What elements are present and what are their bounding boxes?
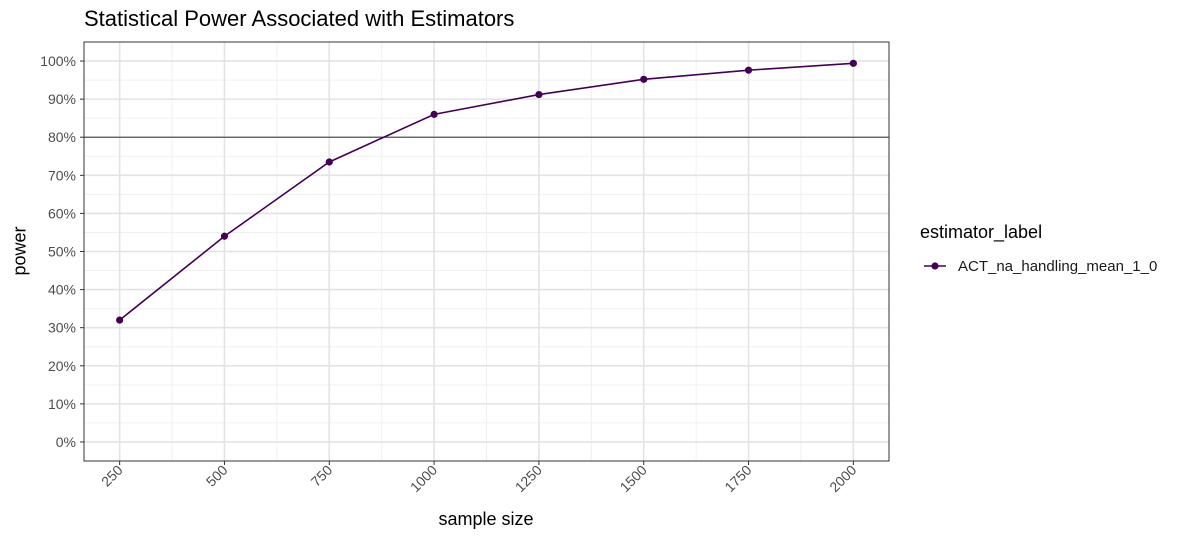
y-tick-label: 80% [48,129,76,145]
y-tick-label: 0% [56,434,76,450]
data-point [849,59,857,67]
y-tick-label: 10% [48,396,76,412]
x-tick-label: 1500 [617,462,650,495]
x-tick-label: 1750 [721,462,754,495]
data-point [640,75,648,83]
y-tick-label: 70% [48,167,76,183]
y-axis-title: power [9,226,30,276]
data-point [535,90,543,99]
y-tick-label: 30% [48,320,76,336]
x-tick-label: 1000 [407,462,440,495]
data-point [430,110,438,118]
y-tick-label: 60% [48,205,76,221]
legend-key-point [931,262,939,270]
x-axis-ticks: 250 500 750 1000 1250 1500 1750 2000 [98,461,860,495]
minor-gridlines [84,42,889,461]
x-tick-label: 1250 [512,462,545,495]
y-axis-ticks: 0% 10% 20% 30% 40% 50% 60% 70% 80% 90% 100% [40,53,84,450]
legend-key [924,262,946,270]
y-tick-label: 40% [48,282,76,298]
x-tick-label: 2000 [826,462,859,495]
x-tick-label: 750 [308,462,336,490]
x-tick-label: 500 [203,462,231,490]
data-point [220,232,229,240]
y-tick-label: 20% [48,358,76,374]
series-layer [116,59,857,324]
y-tick-label: 90% [48,91,76,107]
y-tick-label: 100% [40,53,76,69]
series-line [119,62,854,321]
chart-title: Statistical Power Associated with Estima… [84,6,515,31]
y-tick-label: 50% [48,244,76,260]
x-axis-title: sample size [438,509,534,529]
data-point [744,66,753,74]
legend-title: estimator_label [920,222,1043,242]
data-point [116,316,124,324]
legend-entry-label: ACT_na_handling_mean_1_0 [958,258,1158,275]
x-tick-label: 250 [98,462,126,490]
data-point [325,158,333,166]
